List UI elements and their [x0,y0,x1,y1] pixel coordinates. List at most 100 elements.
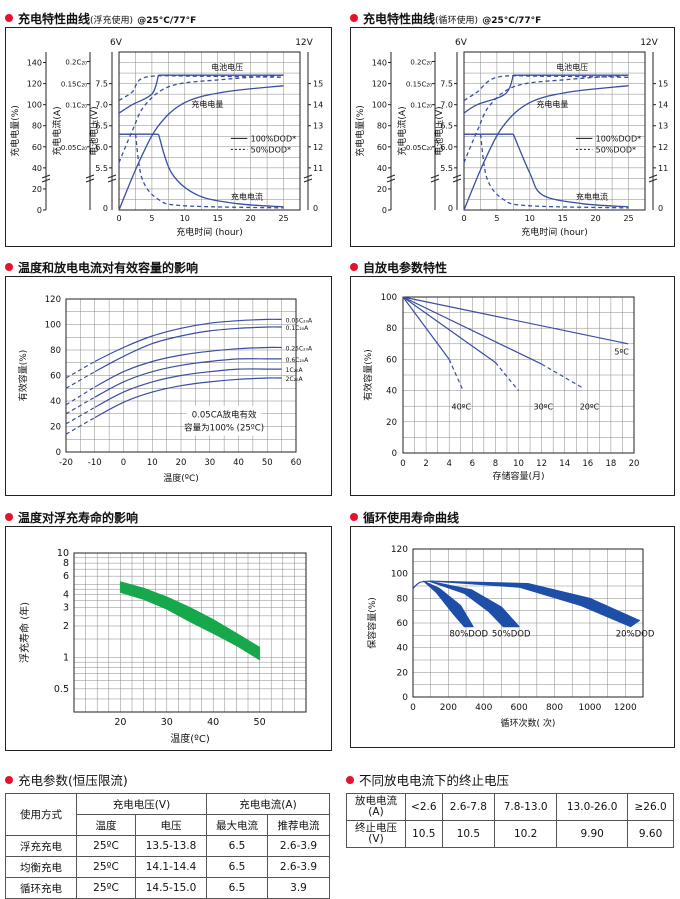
voltage-6v-axis-title: 6V [110,38,123,48]
float-life-plot-frame [73,552,307,713]
x-tick-label: 30 [204,458,215,468]
y-tick-label: 120 [391,545,408,555]
voltage-12v-tick-label: 15 [313,80,323,89]
table-header-cell: 放电电流 (A) [346,793,406,821]
x-axis-label: 存储容量(月) [492,470,544,482]
voltage-6v-zero-label: 0 [103,204,108,213]
y-tick-label: 10 [57,548,69,559]
y-tick-label: 120 [45,295,61,305]
table-cell: 6.5 [206,877,268,899]
table-header-cell: 最大电流 [206,814,268,836]
table-header-cell: 温度 [76,814,136,836]
charge-params-table: 使用方式 充电电压(V) 充电电流(A) 温度 电压 最大电流 推荐电流 浮充充… [5,793,330,899]
legend-label-100dod: 100%DOD* [251,134,296,143]
table-row: 均衡充电 25ºC 14.1-14.4 6.5 2.6-3.9 [5,856,330,878]
y-tick-label: 20 [386,418,397,428]
current-curve-50 [134,134,284,209]
table-cell: 10.2 [494,820,558,848]
capacity-tick-label: 100 [372,101,387,110]
axis-break-icon [648,174,658,183]
voltage-axis-label: 电池电压(V) [433,106,445,155]
y-tick-label: 3 [63,603,69,614]
voltage-axis-label: 电池电压(V) [88,106,100,155]
axis-break-icon [430,174,440,183]
voltage-6v-tick-label: 6.0 [95,143,108,152]
x-tick-label: 18 [605,459,616,469]
series-label-2: 0.25C₂₀A [286,345,313,352]
self-discharge-series-dashed-2 [541,363,583,389]
legend-label-50dod: 50%DOD* [251,145,291,154]
capacity-tick-label: 20 [32,185,42,194]
table-row: 终止电压 (V) 10.5 10.5 10.2 9.90 9.60 [346,820,674,848]
table-header-cell: 终止电压 (V) [346,820,406,848]
self-discharge-series-1 [402,296,496,363]
voltage-curve-100 [118,74,160,114]
table-cell: 25ºC [76,877,136,899]
voltage-curve-100 [463,74,515,114]
table-cell: 13.0-26.0 [556,793,629,821]
float-life-band [119,581,261,661]
voltage-12v-tick-label: 12 [313,143,323,152]
table-row: 放电电流 (A) <2.6 2.6-7.8 7.8-13.0 13.0-26.0 … [346,793,674,821]
charge-plot-frame [463,51,646,211]
table-header-cell: 充电电压(V) [76,793,207,815]
capacity-series-4 [94,368,282,408]
table-cell: 2.6-3.9 [267,835,330,857]
capacity-tick-label: 100 [27,101,42,110]
x-tick-label: 0 [410,703,416,713]
self-discharge-plot-frame [402,296,635,454]
y-axis-label: 有效容量(%) [17,350,29,402]
x-tick-label: 20 [114,717,126,728]
voltage-12v-tick-label: 13 [313,122,323,131]
table-cell: 13.5-13.8 [135,835,207,857]
x-tick-label: 10 [180,214,190,223]
series-label-3: 0.6C₂₀A [286,357,310,364]
x-axis-label: 充电时间 (hour) [176,226,243,238]
cycle-life-plot-frame [412,548,644,698]
title-temp-capacity: 温度和放电电流对有效容量的影响 [5,259,198,276]
x-axis-label: 温度(ºC) [163,472,199,484]
capacity-tick-label: 60 [32,143,42,152]
title-float-life: 温度对浮充寿命的影响 [5,509,138,526]
table-row: 温度 电压 最大电流 推荐电流 [6,814,330,836]
current-tick-label: 0.15C₂₀ [406,81,432,89]
x-tick-label: 15 [558,214,568,223]
table-cell: 14.1-14.4 [135,856,207,878]
x-tick-label: 200 [440,703,457,713]
voltage-6v-tick-label: 7.0 [95,101,108,110]
series-label-0: 0.05C₂₀A [286,317,313,324]
table-header-cell: 充电电流(A) [206,793,330,815]
bullet-dot-icon [346,776,354,784]
capacity-series-dashed-4 [65,406,96,425]
end-voltage-table: 放电电流 (A) <2.6 2.6-7.8 7.8-13.0 13.0-26.0 … [346,793,674,848]
y-tick-label: 60 [386,355,397,365]
series-label-0: 40ºC [452,402,472,411]
table-cell: 9.60 [627,820,674,848]
series-label-1: 0.1C₂₀A [286,325,310,332]
y-axis-label: 有效容量(%) [362,349,374,401]
voltage-6v-tick-label: 6.0 [440,143,453,152]
note-line: 容量为100% (25ºC) [184,422,264,433]
x-tick-label: 50 [262,458,273,468]
cycle-life-band-2 [432,580,640,628]
y-tick-label: 80 [50,346,61,356]
bullet-dot-icon [5,513,13,521]
note-line: 0.05CA放电有效 [192,410,257,421]
x-tick-label: 0 [461,214,466,223]
capacity-tick-label: 40 [377,164,387,173]
current-tick-label: 0.05C₂₀ [61,144,87,152]
capacity-series-dashed-5 [65,417,96,435]
y-tick-label: 1 [63,652,69,663]
x-tick-label: 4 [446,459,451,469]
capacity-tick-label: 120 [27,80,42,89]
x-tick-label: 40 [207,717,219,728]
x-tick-label: 20 [591,214,601,223]
x-tick-label: 20 [176,458,187,468]
table-header-cell: 使用方式 [5,793,77,836]
current-tick-label: 0.1C₂₀ [65,102,87,110]
axis-break-icon [386,174,396,183]
current-tick-label: 0.15C₂₀ [61,81,87,89]
x-tick-label: 12 [536,459,547,469]
y-tick-label: 60 [397,619,409,629]
current-axis-label: 充电电流(A) [396,106,408,155]
